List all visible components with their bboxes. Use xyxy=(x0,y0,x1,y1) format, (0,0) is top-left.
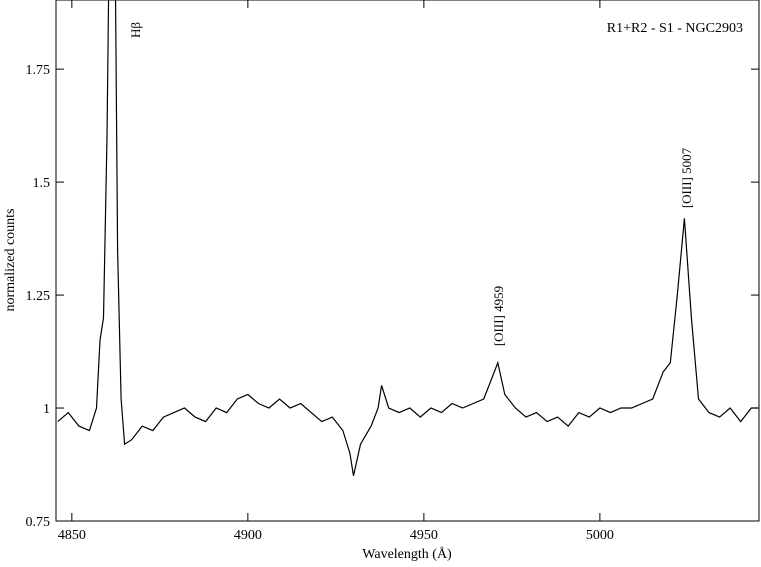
plot-frame xyxy=(55,0,760,522)
line-annotation: [OIII] 4959 xyxy=(491,286,506,346)
x-tick-label: 4850 xyxy=(58,528,86,543)
corner-label: R1+R2 - S1 - NGC2903 xyxy=(607,21,743,36)
line-annotation: Hβ xyxy=(128,22,143,38)
y-axis-label: normalized counts xyxy=(3,208,18,311)
x-axis-label: Wavelength (Å) xyxy=(362,546,452,562)
y-tick-label: 1.25 xyxy=(26,289,51,304)
x-tick-label: 5000 xyxy=(586,528,614,543)
y-tick-label: 1.75 xyxy=(26,63,51,78)
line-annotation: [OIII] 5007 xyxy=(679,147,694,208)
x-tick-label: 4900 xyxy=(234,528,262,543)
y-tick-label: 1.5 xyxy=(33,176,51,191)
spectrum-line xyxy=(57,0,759,476)
plot-area xyxy=(57,0,759,476)
y-tick-label: 0.75 xyxy=(26,515,51,530)
y-tick-label: 1 xyxy=(43,402,50,417)
x-tick-label: 4950 xyxy=(410,528,438,543)
